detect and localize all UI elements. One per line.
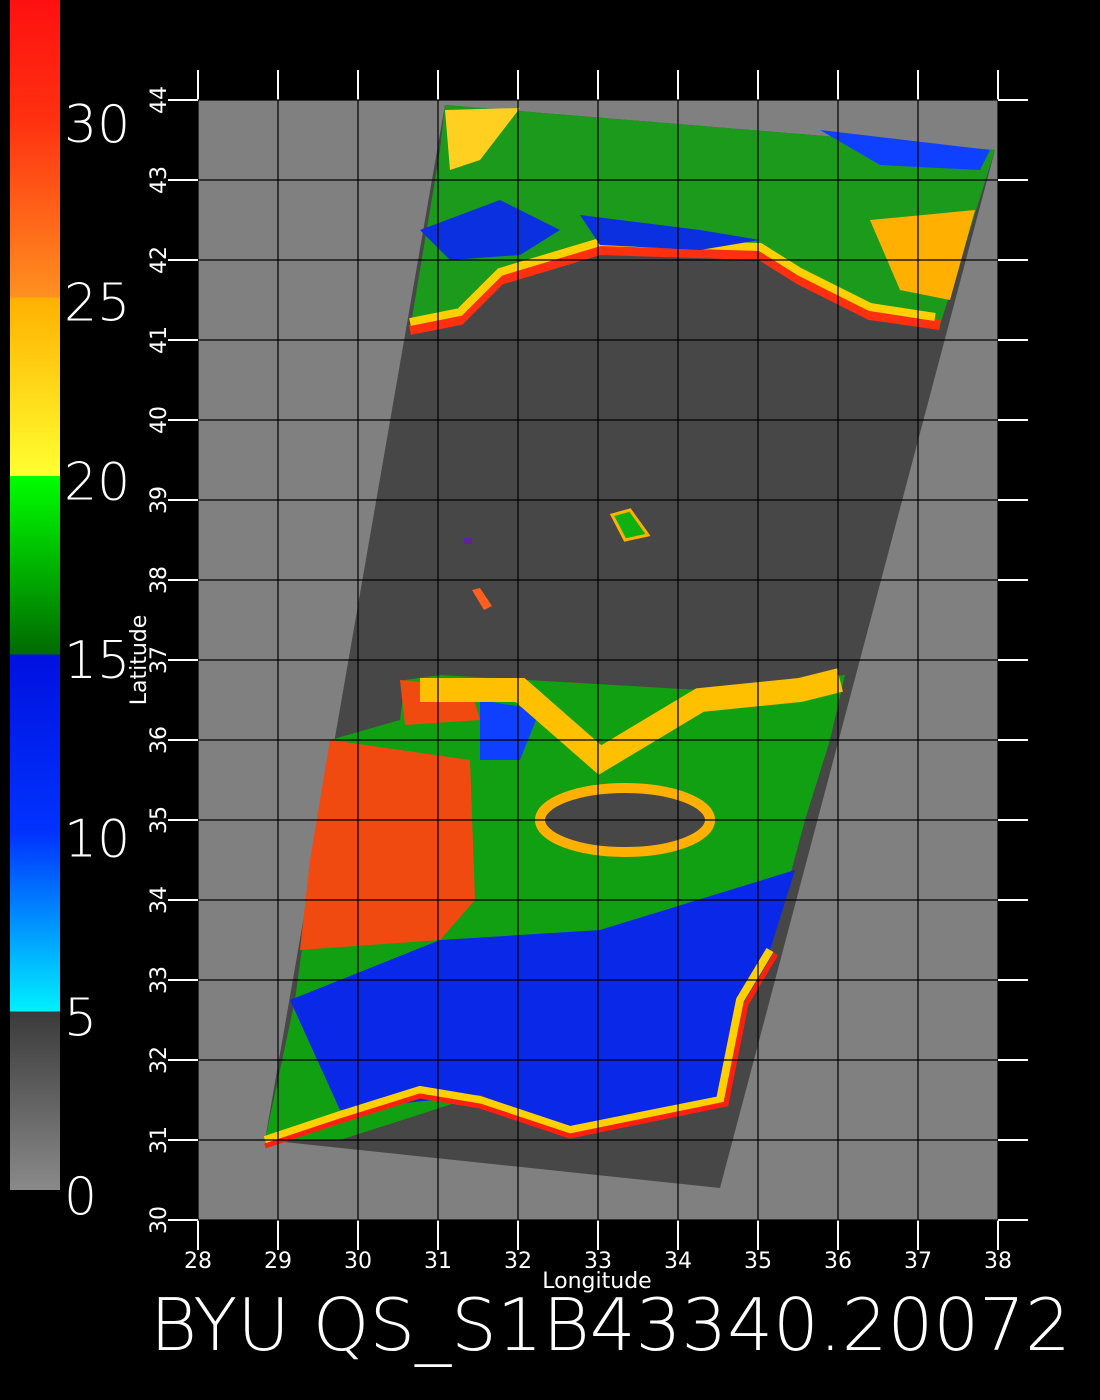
x-tick-label: 38 bbox=[984, 1249, 1012, 1274]
y-tick-label: 37 bbox=[147, 646, 172, 674]
y-tick-label: 41 bbox=[147, 326, 172, 354]
x-tick-label: 31 bbox=[424, 1249, 452, 1274]
colorbar-tick-label: 20 bbox=[64, 452, 130, 512]
colorbar-tick-label: 5 bbox=[64, 988, 97, 1048]
y-tick-label: 32 bbox=[147, 1046, 172, 1074]
x-tick-label: 28 bbox=[184, 1249, 212, 1274]
y-tick-label: 30 bbox=[147, 1206, 172, 1234]
y-tick-label: 44 bbox=[147, 86, 172, 114]
colorbar-tick-label: 30 bbox=[64, 95, 130, 155]
y-tick-label: 35 bbox=[147, 806, 172, 834]
colorbar-ticks: 0 5 10 15 20 25 30 bbox=[64, 95, 130, 1227]
y-tick-label: 42 bbox=[147, 246, 172, 274]
y-tick-label: 43 bbox=[147, 166, 172, 194]
title: BYU QS_S1B43340.20072 bbox=[150, 1283, 1071, 1367]
x-tick-label: 35 bbox=[744, 1249, 772, 1274]
y-axis-label: Latitude bbox=[127, 615, 152, 706]
x-tick-label: 37 bbox=[904, 1249, 932, 1274]
x-tick-label: 33 bbox=[584, 1249, 612, 1274]
colorbar-tick-label: 10 bbox=[64, 810, 130, 870]
colorbar-tick-label: 25 bbox=[64, 274, 130, 334]
x-axis-label: Longitude bbox=[542, 1269, 651, 1294]
x-tick-label: 32 bbox=[504, 1249, 532, 1274]
y-tick-label: 31 bbox=[147, 1126, 172, 1154]
y-tick-label: 33 bbox=[147, 966, 172, 994]
y-tick-label: 34 bbox=[147, 886, 172, 914]
y-tick-label: 38 bbox=[147, 566, 172, 594]
colorbar bbox=[10, 0, 60, 1190]
x-tick-label: 34 bbox=[664, 1249, 692, 1274]
y-tick-label: 40 bbox=[147, 406, 172, 434]
x-tick-label: 30 bbox=[344, 1249, 372, 1274]
axes: 28 29 30 31 32 33 34 35 36 37 38 30 31 32 33 34 35 36 37 38… bbox=[147, 70, 1028, 1274]
x-tick-label: 29 bbox=[264, 1249, 292, 1274]
y-tick-label: 36 bbox=[147, 726, 172, 754]
x-tick-label: 36 bbox=[824, 1249, 852, 1274]
colorbar-tick-label: 0 bbox=[64, 1167, 97, 1227]
colorbar-tick-label: 15 bbox=[64, 631, 130, 691]
y-tick-label: 39 bbox=[147, 486, 172, 514]
